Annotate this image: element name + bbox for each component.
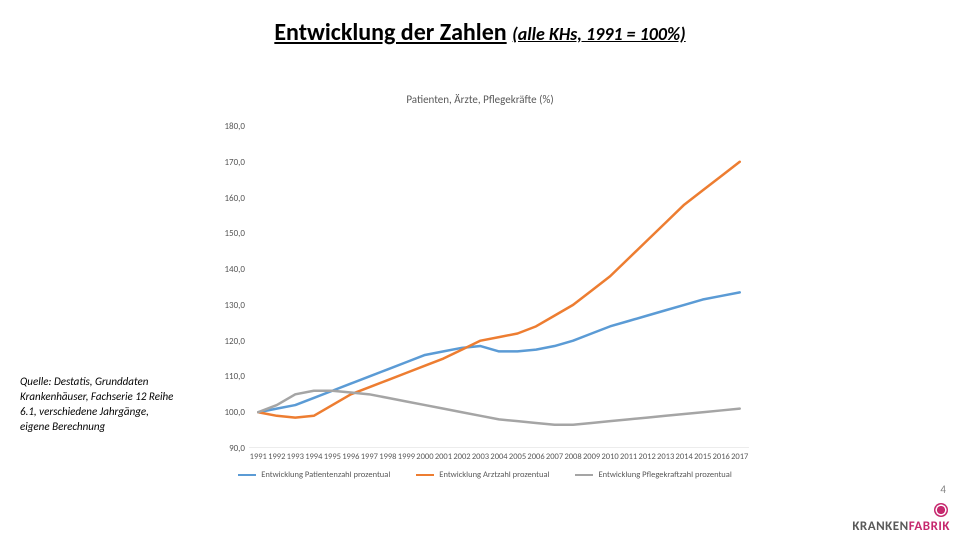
x-tick-label: 2005: [509, 452, 526, 462]
legend-label: Entwicklung Patientenzahl prozentual: [261, 470, 390, 480]
x-tick-label: 2015: [694, 452, 711, 462]
title-sub: (alle KHs, 1991 = 100%): [512, 23, 686, 45]
legend-swatch: [416, 474, 434, 477]
logo-brand: KRANKENFABRIK: [840, 503, 950, 534]
y-tick-label: 180,0: [205, 121, 245, 132]
y-tick-label: 170,0: [205, 157, 245, 168]
x-tick-label: 1999: [398, 452, 415, 462]
x-tick-label: 1998: [379, 452, 396, 462]
legend-swatch: [575, 474, 593, 477]
legend-item-patienten: Entwicklung Patientenzahl prozentual: [238, 470, 390, 480]
x-tick-label: 2011: [620, 452, 637, 462]
legend-item-arzt: Entwicklung Arztzahl prozentual: [416, 470, 549, 480]
x-tick-label: 2006: [527, 452, 544, 462]
source-citation: Quelle: Destatis, Grunddaten Krankenhäus…: [20, 375, 175, 434]
legend-label: Entwicklung Pflegekraftzahl prozentual: [598, 470, 731, 480]
title-main: Entwicklung der Zahlen: [274, 18, 506, 47]
x-tick-label: 2017: [731, 452, 748, 462]
x-tick-label: 2009: [583, 452, 600, 462]
x-tick-label: 2001: [435, 452, 452, 462]
legend-swatch: [238, 474, 256, 477]
x-tick-label: 1996: [342, 452, 359, 462]
x-tick-label: 2014: [676, 452, 693, 462]
series-pflege: [258, 391, 739, 425]
y-tick-label: 160,0: [205, 193, 245, 204]
logo-pre: KRANKEN: [852, 519, 908, 534]
x-tick-label: 2008: [564, 452, 581, 462]
y-tick-label: 140,0: [205, 264, 245, 275]
logo: KRANKENFABRIK: [840, 503, 950, 534]
legend-item-pflege: Entwicklung Pflegekraftzahl prozentual: [575, 470, 731, 480]
y-tick-label: 110,0: [205, 371, 245, 382]
series-arzt: [258, 162, 739, 418]
x-tick-label: 2004: [490, 452, 507, 462]
line-chart: 90,0 100,0 110,0 120,0 130,0 140,0 150,0 160,0 1…: [205, 118, 765, 488]
page-number: 4: [940, 483, 946, 496]
chart-title: Patienten, Ärzte, Pflegekräfte (%): [0, 93, 960, 106]
plot-area: [249, 126, 749, 448]
y-tick-label: 150,0: [205, 228, 245, 239]
legend-label: Entwicklung Arztzahl prozentual: [439, 470, 549, 480]
x-tick-label: 1993: [287, 452, 304, 462]
x-tick-label: 2012: [639, 452, 656, 462]
x-tick-label: 1995: [324, 452, 341, 462]
x-tick-label: 2007: [546, 452, 563, 462]
x-tick-label: 1991: [250, 452, 267, 462]
y-tick-label: 100,0: [205, 407, 245, 418]
x-axis-labels: 1991199219931994199519961997199819992000…: [249, 452, 749, 464]
x-tick-label: 1997: [361, 452, 378, 462]
x-tick-label: 2010: [601, 452, 618, 462]
x-tick-label: 2002: [453, 452, 470, 462]
slide-title: Entwicklung der Zahlen (alle KHs, 1991 =…: [0, 18, 960, 47]
legend: Entwicklung Patientenzahl prozentual Entw…: [205, 470, 765, 480]
y-tick-label: 90,0: [205, 443, 245, 454]
x-tick-label: 2013: [657, 452, 674, 462]
y-tick-label: 130,0: [205, 300, 245, 311]
x-tick-label: 1994: [305, 452, 322, 462]
series-patienten: [258, 292, 739, 412]
x-tick-label: 2000: [416, 452, 433, 462]
logo-accent: FABRIK: [909, 519, 950, 534]
x-tick-label: 2003: [472, 452, 489, 462]
gear-icon: [934, 503, 948, 517]
y-tick-label: 120,0: [205, 336, 245, 347]
chart-svg: [249, 126, 749, 448]
x-tick-label: 1992: [268, 452, 285, 462]
x-tick-label: 2016: [713, 452, 730, 462]
